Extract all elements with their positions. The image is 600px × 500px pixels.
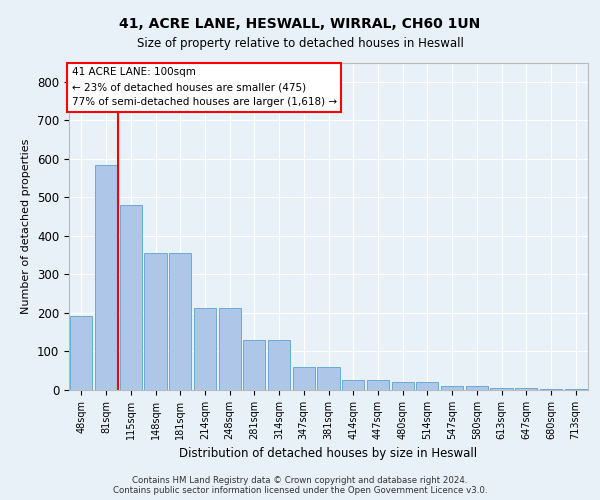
Bar [540,389,562,390]
Text: 41, ACRE LANE, HESWALL, WIRRAL, CH60 1UN: 41, ACRE LANE, HESWALL, WIRRAL, CH60 1UN [119,18,481,32]
Bar [342,380,364,390]
Text: 41 ACRE LANE: 100sqm
← 23% of detached houses are smaller (475)
77% of semi-deta: 41 ACRE LANE: 100sqm ← 23% of detached h… [71,68,337,107]
Bar [268,340,290,390]
Bar [416,382,439,390]
Bar [565,389,587,390]
Bar [70,316,92,390]
Bar [119,205,142,390]
Bar [218,308,241,390]
Text: Size of property relative to detached houses in Heswall: Size of property relative to detached ho… [137,38,463,51]
Bar [317,367,340,390]
Bar [95,164,117,390]
Bar [490,388,512,390]
Bar [145,253,167,390]
X-axis label: Distribution of detached houses by size in Heswall: Distribution of detached houses by size … [179,448,478,460]
Bar [243,340,265,390]
Bar [367,380,389,390]
Bar [392,382,414,390]
Bar [515,388,538,390]
Bar [466,386,488,390]
Bar [293,367,315,390]
Bar [169,253,191,390]
Bar [441,386,463,390]
Bar [194,308,216,390]
Text: Contains HM Land Registry data © Crown copyright and database right 2024.
Contai: Contains HM Land Registry data © Crown c… [113,476,487,495]
Y-axis label: Number of detached properties: Number of detached properties [22,138,31,314]
